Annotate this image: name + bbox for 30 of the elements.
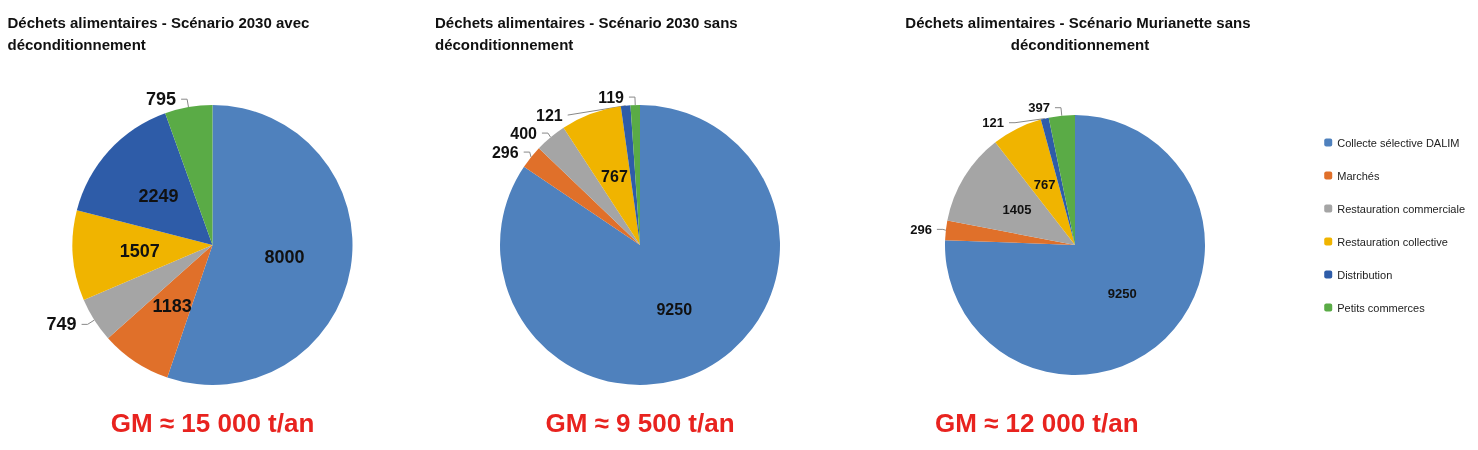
data-label: 1183 xyxy=(152,295,192,316)
data-label: 121 xyxy=(535,106,563,124)
data-label: 1405 xyxy=(1002,201,1032,217)
legend-label: Petits commerces xyxy=(1337,301,1426,314)
data-label: 9250 xyxy=(1107,286,1137,302)
text: GM ≈ 12 000 t/an xyxy=(935,408,1139,438)
data-label: 121 xyxy=(982,115,1005,131)
data-label: 296 xyxy=(491,143,519,161)
data-label: 9250 xyxy=(656,300,693,318)
data-label: 400 xyxy=(510,124,538,142)
text: GM ≈ 9 500 t/an xyxy=(545,408,735,438)
legend-label: Restauration collective xyxy=(1337,235,1448,248)
legend-label: Marchés xyxy=(1337,169,1380,182)
text: GM ≈ 15 000 t/an xyxy=(110,408,315,438)
data-label: 2249 xyxy=(138,185,179,206)
chart-title: Déchets alimentaires - Scénario Murianette sans déconditionnement xyxy=(905,13,1255,53)
chart-title: Déchets alimentaires - Scénario 2030 avec déconditionnement xyxy=(7,13,314,53)
data-label: 119 xyxy=(598,88,625,106)
data-label: 296 xyxy=(910,221,932,237)
data-label: 795 xyxy=(146,89,177,110)
data-label: 767 xyxy=(1033,176,1056,192)
data-label: 749 xyxy=(46,314,77,335)
legend-label: Restauration commerciale xyxy=(1337,202,1466,215)
chart-title: Déchets alimentaires - Scénario 2030 sans déconditionnement xyxy=(435,13,742,53)
data-label: 767 xyxy=(601,168,628,186)
legend-label: Collecte sélective DALIM xyxy=(1337,136,1460,149)
data-label: 1507 xyxy=(119,240,160,261)
data-label: 8000 xyxy=(264,246,305,267)
data-label: 397 xyxy=(1028,100,1050,116)
legend-label: Distribution xyxy=(1337,268,1393,281)
